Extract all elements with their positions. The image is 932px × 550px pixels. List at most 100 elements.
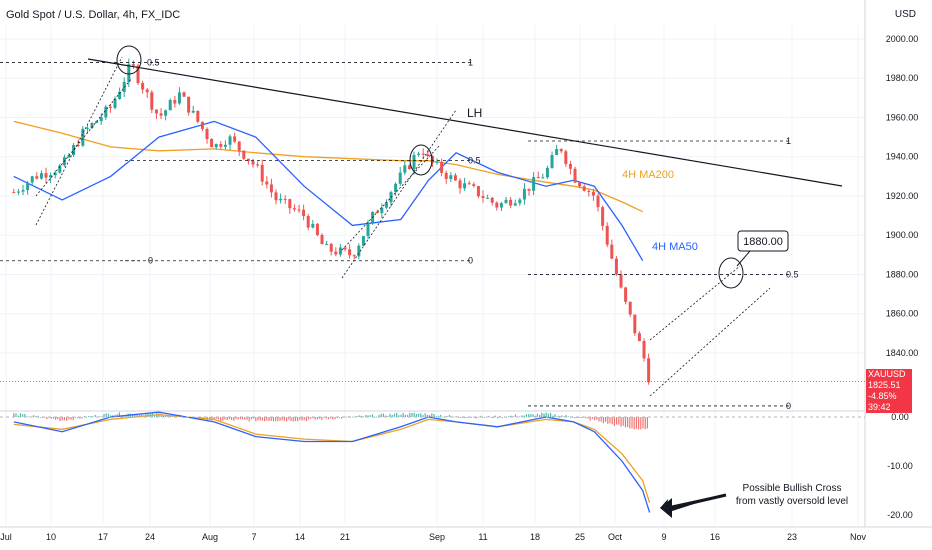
candle-body [228, 136, 232, 145]
macd-histogram-bar [332, 417, 334, 420]
candle-body [587, 190, 591, 192]
candle-body [279, 198, 283, 201]
macd-histogram-bar [50, 417, 52, 419]
price-tag: 1825.51 [866, 380, 912, 391]
macd-histogram-bar [633, 417, 635, 430]
macd-histogram-bar [103, 413, 105, 417]
macd-histogram-bar [391, 415, 393, 417]
candle-body [237, 141, 241, 151]
macd-histogram-bar [448, 415, 451, 417]
macd-histogram-bar [270, 417, 272, 421]
macd-histogram-bar [508, 416, 510, 417]
candle-body [246, 158, 250, 162]
macd-histogram-bar [607, 417, 609, 424]
candle-body [403, 165, 407, 173]
candle-body [44, 173, 48, 178]
drawings [35, 45, 843, 518]
candle-body [39, 173, 43, 179]
macd-histogram-bar [605, 417, 607, 422]
fib-level-label: 1 [786, 136, 791, 146]
candle-body [412, 154, 416, 170]
candle-body [578, 182, 582, 187]
macd-histogram-bar [268, 417, 270, 421]
time-tick-label: 25 [575, 532, 585, 542]
macd-histogram-bar [334, 417, 336, 420]
candle-body [522, 188, 526, 200]
candle-body [444, 172, 448, 179]
candle-body [361, 236, 365, 246]
macd-histogram-bar [136, 413, 138, 417]
ma50-label: 4H MA50 [652, 241, 698, 253]
lh-label: LH [467, 106, 482, 120]
candle-body [113, 98, 117, 108]
candle-body [467, 183, 471, 185]
macd-histogram-bar [182, 417, 184, 418]
macd-histogram-bar [624, 417, 627, 428]
macd-histogram-bar [598, 417, 600, 422]
price-tick-label: 1940.00 [886, 152, 919, 162]
macd-histogram-bar [299, 417, 301, 420]
macd-histogram-bar [235, 417, 237, 420]
macd-histogram-bar [74, 417, 77, 418]
macd-histogram-bar [600, 417, 602, 422]
macd-histogram-bar [22, 414, 24, 417]
ma200-label: 4H MA200 [622, 169, 674, 181]
macd-histogram-bar [642, 417, 644, 429]
macd-histogram-bar [325, 417, 327, 419]
candle-body [610, 244, 614, 259]
macd-histogram-bar [248, 417, 250, 422]
candle-body [53, 172, 57, 176]
macd-histogram-bar [288, 417, 290, 420]
macd-histogram-bar [602, 417, 605, 424]
macd-histogram-bar [400, 414, 402, 417]
macd-histogram-bar [15, 413, 17, 417]
macd-histogram-bar [545, 412, 547, 417]
time-tick-label: Nov [850, 532, 867, 542]
time-tick-label: 23 [787, 532, 797, 542]
fib-level-label: 0.5 [786, 269, 799, 279]
macd-signal-line [13, 413, 651, 503]
macd-histogram-bar [587, 417, 589, 419]
candle-body [187, 96, 191, 113]
channel-line [649, 265, 741, 341]
macd-histogram-bar [446, 416, 448, 417]
macd-histogram-bar [618, 417, 620, 425]
macd-histogram-bar [301, 417, 303, 421]
candle-body [145, 89, 149, 93]
candle-body [297, 209, 301, 211]
macd-histogram-bar [638, 417, 640, 430]
macd-histogram-bar [510, 415, 512, 417]
macd-histogram-bar [226, 417, 228, 421]
candle-body [398, 172, 402, 184]
candle-body [173, 100, 177, 104]
macd-histogram-bar [396, 412, 398, 417]
macd-histogram-bar [635, 417, 638, 429]
macd-histogram-bar [629, 417, 631, 429]
macd-histogram-bar [134, 414, 136, 417]
macd-histogram-bar [63, 417, 66, 421]
macd-histogram-bar [305, 417, 308, 422]
candle-body [30, 176, 34, 183]
candle-body [417, 153, 421, 155]
macd-tick-label: 0.00 [891, 412, 909, 422]
candle-body [219, 144, 223, 147]
macd-histogram-bar [314, 417, 316, 420]
candle-body [104, 106, 108, 118]
macd-histogram-bar [66, 417, 68, 421]
macd-histogram-bar [255, 417, 257, 422]
macd-histogram-bar [413, 412, 415, 417]
macd-histogram-bar [294, 417, 297, 422]
macd-histogram-bar [37, 415, 39, 417]
macd-histogram-bar [385, 415, 387, 417]
macd-histogram-bar [497, 417, 499, 419]
candle-body [407, 165, 411, 170]
candle-body [67, 155, 71, 158]
candle-body [601, 207, 605, 226]
macd-histogram-bar [378, 414, 380, 417]
macd-histogram-bar [92, 416, 94, 418]
candle-body [384, 202, 388, 208]
macd-histogram-bar [411, 412, 413, 417]
macd-histogram-bar [479, 415, 481, 417]
macd-histogram-bar [488, 415, 490, 417]
